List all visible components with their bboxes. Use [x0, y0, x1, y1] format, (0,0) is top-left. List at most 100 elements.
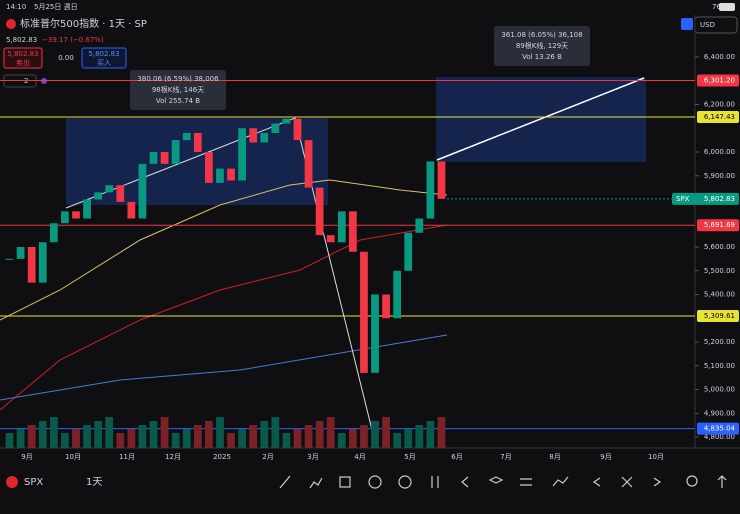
- trend-icon[interactable]: [552, 476, 569, 487]
- indicator-count[interactable]: 2: [24, 77, 28, 85]
- level-label: 4,835.04: [704, 425, 736, 433]
- measure-left-text: 380.06 (6.59%) 38,006: [137, 75, 219, 83]
- indicator-dot: [41, 78, 47, 84]
- volume-bar: [61, 433, 69, 448]
- layers-icon[interactable]: [488, 476, 504, 484]
- buy-button[interactable]: [81, 47, 127, 69]
- toolbar-interval[interactable]: 1天: [86, 477, 102, 488]
- level-label: 5,309.61: [704, 312, 735, 320]
- range-box-left: [66, 118, 328, 205]
- measure-right-text: 361.08 (6.05%) 36,108: [501, 31, 582, 39]
- toolbar-symbol[interactable]: SPX: [24, 477, 43, 488]
- candle: [271, 123, 280, 133]
- chart-type-icon[interactable]: [431, 476, 439, 488]
- volume-bar: [282, 433, 291, 448]
- time-label: 7月: [500, 453, 511, 461]
- candle: [105, 185, 114, 193]
- volume-bar: [238, 429, 246, 448]
- candle: [149, 152, 158, 164]
- currency[interactable]: USD: [700, 21, 715, 29]
- last-price-tag: [672, 192, 739, 205]
- volume-bar: [304, 425, 313, 448]
- buy-label[interactable]: 买入: [97, 59, 111, 67]
- change: −39.17 (−0.67%): [42, 36, 104, 44]
- volume-bar: [205, 421, 213, 448]
- measure-right-text: Vol 13.26 B: [522, 53, 562, 61]
- indicator-icon[interactable]: [309, 477, 323, 489]
- candle: [16, 247, 25, 259]
- candle: [326, 235, 335, 243]
- level-tag: [697, 422, 739, 435]
- spread: 0.00: [58, 54, 74, 62]
- volume-bar: [72, 429, 80, 448]
- templates-icon[interactable]: [339, 476, 351, 488]
- volume-bar: [160, 417, 169, 448]
- moving-average-50: [0, 334, 448, 401]
- candle: [360, 251, 368, 373]
- volume-bar: [337, 433, 346, 448]
- add-icon[interactable]: [368, 475, 382, 489]
- indicator-toggle[interactable]: [3, 74, 37, 88]
- volume-bar: [182, 429, 191, 448]
- measure-right-box: [494, 26, 590, 66]
- redo-icon[interactable]: [653, 477, 662, 487]
- candle: [304, 140, 313, 188]
- toolbar-logo: [6, 476, 18, 488]
- sell-label[interactable]: 卖出: [16, 58, 30, 67]
- candle: [171, 140, 180, 164]
- sell-button[interactable]: [3, 47, 43, 69]
- status-date: 5月25日 週日: [34, 2, 78, 11]
- share-icon[interactable]: [717, 475, 727, 488]
- candle: [393, 270, 402, 319]
- candle: [348, 211, 357, 252]
- volume-bar: [83, 425, 91, 448]
- candle: [49, 223, 58, 243]
- settings-icon[interactable]: [520, 478, 532, 486]
- volume-bar: [105, 417, 114, 448]
- moving-average-100: [0, 179, 448, 321]
- volume-bar: [404, 429, 413, 448]
- price-tick-label: 6,200.00: [704, 101, 735, 109]
- compare-button[interactable]: [681, 18, 693, 30]
- candle: [415, 218, 424, 233]
- draw-icon[interactable]: [279, 475, 291, 489]
- volume-bar: [16, 429, 25, 448]
- candle: [116, 185, 125, 202]
- price-tick-label: 5,200.00: [704, 338, 735, 346]
- level-label: 5,691.69: [704, 221, 735, 229]
- candle: [5, 258, 14, 260]
- moving-average-200: [0, 224, 448, 411]
- measure-right-text: 89根K线, 129天: [516, 41, 568, 50]
- candle: [404, 232, 413, 271]
- alert-icon[interactable]: [398, 475, 412, 489]
- time-label: 8月: [549, 453, 560, 461]
- sell-price[interactable]: 5,802.83: [7, 50, 38, 58]
- price-tick-label: 5,100.00: [704, 362, 735, 370]
- volume-bar: [260, 421, 269, 448]
- volume-bar: [371, 421, 379, 448]
- time-label: 4月: [354, 453, 365, 461]
- toolbar-icons[interactable]: [279, 475, 727, 489]
- volume-bar: [426, 421, 435, 448]
- volume-bar: [360, 425, 368, 448]
- price-tick-label: 6,400.00: [704, 53, 735, 61]
- candle: [127, 201, 136, 219]
- time-label: 2月: [262, 453, 273, 461]
- candle: [61, 211, 69, 224]
- candle: [293, 118, 302, 141]
- idea-icon[interactable]: [686, 475, 698, 487]
- buy-price[interactable]: 5,802.83: [88, 50, 119, 58]
- volume-bar: [216, 417, 224, 448]
- undo-icon[interactable]: [592, 477, 601, 487]
- candle: [249, 128, 258, 143]
- candle: [371, 294, 379, 373]
- price-tick-label: 5,500.00: [704, 267, 735, 275]
- fullscreen-icon[interactable]: [621, 476, 633, 488]
- price-tick-label: 5,000.00: [704, 386, 735, 394]
- replay-icon[interactable]: [461, 476, 469, 488]
- volume-bar: [49, 417, 58, 448]
- candle: [227, 168, 235, 181]
- measure-left-text: Vol 255.74 B: [156, 97, 200, 105]
- candle: [260, 133, 269, 143]
- symbol-title[interactable]: 标准普尔500指数 · 1天 · SP: [20, 17, 147, 30]
